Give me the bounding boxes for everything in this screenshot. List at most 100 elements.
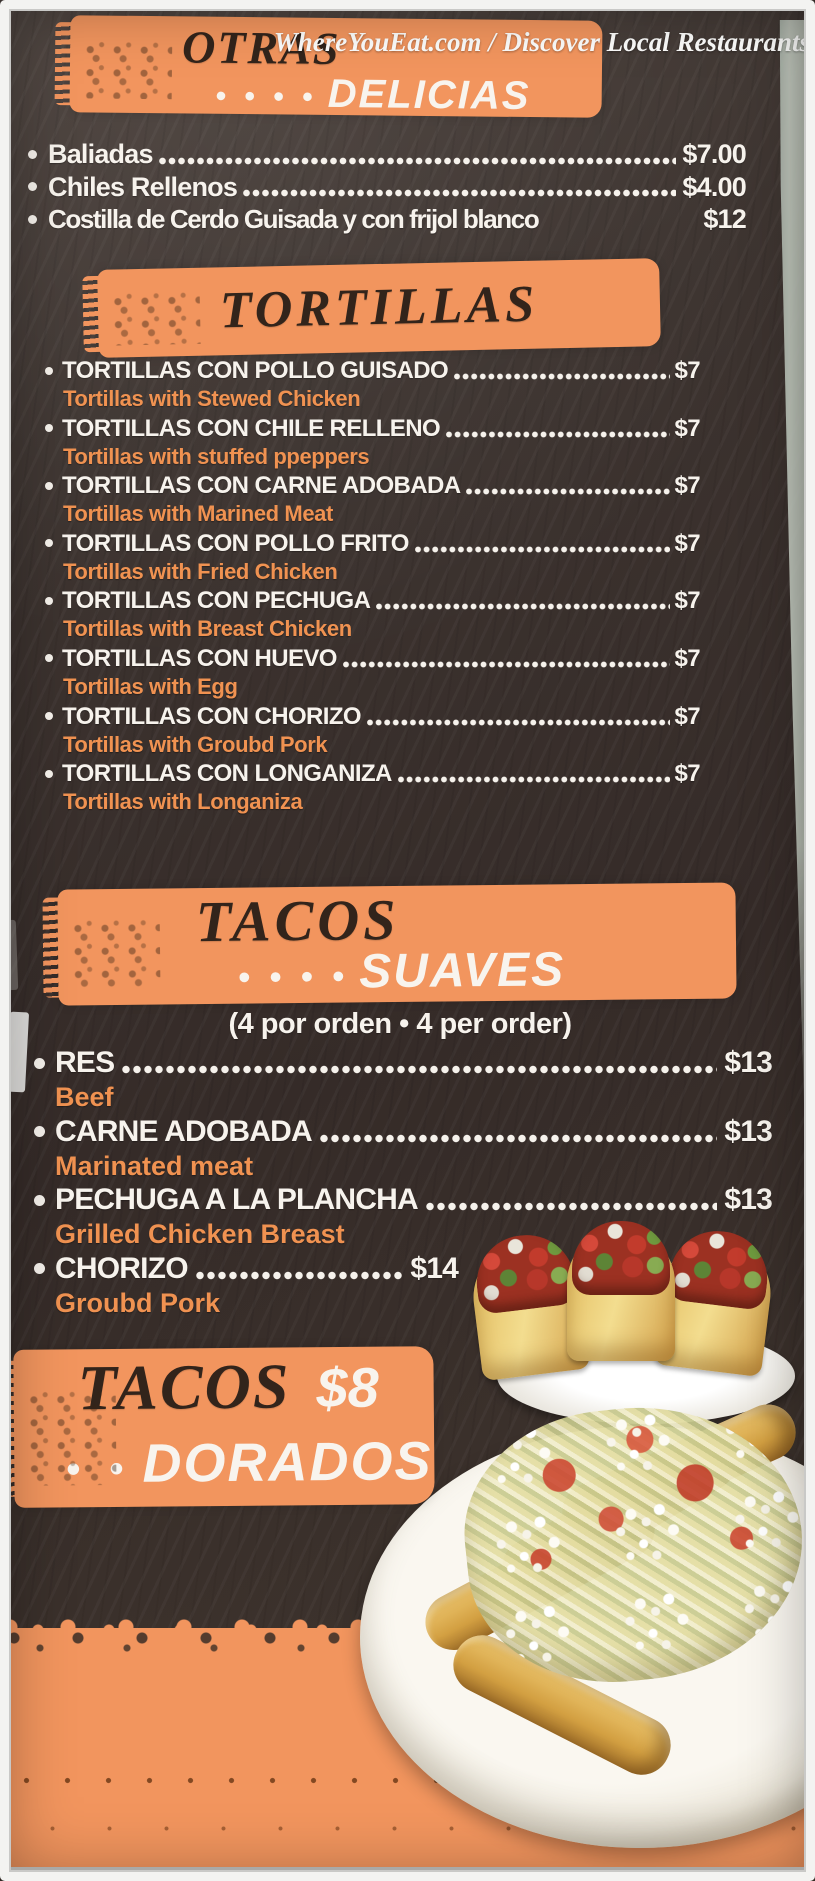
- bullet-icon: [28, 149, 37, 159]
- dots-decoration: • • • •: [215, 79, 318, 114]
- menu-item-translation: Marinated meat: [55, 1150, 254, 1181]
- menu-item-row: TORTILLAS CON CARNE ADOBADA $7 Tortillas…: [45, 471, 701, 529]
- dotted-leader: [158, 156, 677, 165]
- menu-item-price: $13: [724, 1114, 772, 1148]
- bullet-icon: [34, 1057, 45, 1069]
- scuff-mark: [5, 1011, 30, 1093]
- dotted-leader: [366, 718, 670, 726]
- section-subtitle-delicias-label: DELICIAS: [327, 71, 531, 119]
- menu-item-row: TORTILLAS CON HUEVO $7 Tortillas with Eg…: [45, 644, 701, 702]
- menu-item-price: $4.00: [682, 171, 746, 202]
- bullet-icon: [34, 1194, 45, 1206]
- dotted-leader: [397, 776, 670, 784]
- section-subtitle-suaves: • • • • SUAVES: [238, 942, 565, 1000]
- tortillas-item-list: TORTILLAS CON POLLO GUISADO $7 Tortillas…: [45, 356, 701, 817]
- bullet-icon: [45, 424, 53, 433]
- section-subtitle-dorados: • • DORADOS: [66, 1430, 433, 1495]
- menu-item-name: CHORIZO: [55, 1251, 189, 1285]
- dotted-leader: [446, 430, 670, 438]
- menu-item-price: $13: [724, 1183, 772, 1216]
- menu-item-price: $12: [703, 204, 746, 234]
- dotted-leader: [544, 222, 697, 230]
- menu-item-name: TORTILLAS CON CARNE ADOBADA: [62, 472, 461, 500]
- menu-item-row: Costilla de Cerdo Guisada y con frijol b…: [28, 203, 747, 236]
- menu-item-translation: Grilled Chicken Breast: [55, 1219, 345, 1249]
- bullet-icon: [28, 214, 37, 224]
- menu-item-main-line: TORTILLAS CON LONGANIZA $7: [45, 759, 701, 788]
- menu-item-translation: Groubd Pork: [55, 1287, 221, 1318]
- tacos-suaves-item-list: RES $13 Beef CARNE ADOBADA $13 Marinated…: [34, 1046, 773, 1321]
- menu-item-translation: Tortillas with stuffed ppeppers: [63, 443, 370, 469]
- menu-item-main-line: TORTILLAS CON HUEVO $7: [45, 644, 701, 673]
- menu-item-name: CARNE ADOBADA: [55, 1114, 313, 1148]
- bullet-icon: [45, 769, 53, 778]
- menu-item-translation: Tortillas with Breast Chicken: [63, 616, 352, 642]
- menu-item-row: TORTILLAS CON CHILE RELLENO $7 Tortillas…: [45, 414, 701, 472]
- menu-item-main-line: TORTILLAS CON POLLO FRITO $7: [45, 529, 701, 558]
- dotted-leader: [425, 1202, 718, 1211]
- menu-item-name: TORTILLAS CON CHORIZO: [62, 702, 362, 730]
- section-header-tacos-dorados: TACOS $8 • • DORADOS: [13, 1346, 435, 1508]
- section-subtitle-delicias: • • • • DELICIAS: [215, 71, 531, 119]
- menu-item-row: PECHUGA A LA PLANCHA $13 Grilled Chicken…: [34, 1183, 773, 1252]
- menu-item-row: Chiles Rellenos $4.00: [28, 171, 747, 204]
- tacos-dorados-price: $8: [316, 1355, 379, 1420]
- menu-item-name: Costilla de Cerdo Guisada y con frijol b…: [48, 204, 540, 234]
- menu-item-name: TORTILLAS CON POLLO GUISADO: [62, 357, 449, 384]
- otras-delicias-item-list: Baliadas $7.00 Chiles Rellenos $4.00 Cos…: [28, 138, 747, 236]
- dotted-leader: [243, 189, 677, 197]
- dotted-leader: [122, 1065, 718, 1074]
- menu-item-main-line: Baliadas $7.00: [28, 138, 747, 171]
- dots-decoration: • •: [66, 1446, 133, 1492]
- bullet-icon: [45, 481, 53, 490]
- menu-item-price: $7: [674, 760, 701, 788]
- section-title-tortillas: TORTILLAS: [219, 275, 539, 340]
- menu-item-translation: Tortillas with Groubd Pork: [63, 731, 328, 757]
- menu-item-row: TORTILLAS CON POLLO GUISADO $7 Tortillas…: [45, 356, 701, 414]
- tacos-dorados-photo: [348, 1391, 815, 1870]
- menu-item-row: TORTILLAS CON CHORIZO $7 Tortillas with …: [45, 702, 701, 760]
- dotted-leader: [454, 373, 670, 380]
- menu-item-price: $7: [674, 644, 701, 672]
- menu-item-price: $7: [674, 472, 701, 500]
- menu-item-price: $7: [674, 529, 701, 557]
- menu-item-price: $13: [724, 1046, 772, 1079]
- menu-item-main-line: CHORIZO $14: [34, 1251, 459, 1286]
- menu-item-translation: Tortillas with Marined Meat: [63, 501, 333, 527]
- menu-item-translation: Beef: [55, 1082, 114, 1112]
- bullet-icon: [45, 596, 53, 605]
- section-subtitle-dorados-label: DORADOS: [142, 1431, 433, 1494]
- section-subtitle-suaves-label: SUAVES: [358, 943, 566, 999]
- menu-item-row: RES $13 Beef: [34, 1046, 773, 1115]
- menu-item-row: TORTILLAS CON LONGANIZA $7 Tortillas wit…: [45, 759, 701, 817]
- dotted-leader: [342, 660, 670, 668]
- menu-item-main-line: Chiles Rellenos $4.00: [28, 171, 747, 204]
- menu-item-name: PECHUGA A LA PLANCHA: [55, 1183, 419, 1216]
- bullet-icon: [45, 539, 53, 548]
- menu-item-row: CARNE ADOBADA $13 Marinated meat: [34, 1114, 773, 1184]
- menu-item-row: TORTILLAS CON POLLO FRITO $7 Tortillas w…: [45, 529, 701, 587]
- menu-item-translation: Tortillas with Egg: [63, 673, 238, 699]
- menu-item-main-line: CARNE ADOBADA $13: [34, 1114, 773, 1149]
- bullet-icon: [34, 1126, 45, 1137]
- menu-item-main-line: TORTILLAS CON CHILE RELLENO $7: [45, 414, 701, 443]
- dotted-leader: [466, 488, 670, 496]
- dotted-leader: [414, 545, 670, 553]
- menu-item-row: CHORIZO $14 Groubd Pork: [34, 1252, 772, 1321]
- bullet-icon: [28, 182, 37, 192]
- menu-item-name: TORTILLAS CON POLLO FRITO: [62, 529, 409, 557]
- section-header-tortillas: TORTILLAS: [97, 258, 661, 358]
- dotted-leader: [376, 603, 670, 611]
- menu-item-main-line: TORTILLAS CON POLLO GUISADO $7: [45, 356, 701, 385]
- menu-item-price: $7: [674, 357, 701, 384]
- menu-item-row: TORTILLAS CON PECHUGA $7 Tortillas with …: [45, 586, 701, 644]
- scuff-mark: [4, 919, 19, 991]
- bullet-icon: [45, 712, 53, 721]
- menu-item-name: TORTILLAS CON PECHUGA: [62, 587, 371, 615]
- section-title-tacos-dorados: TACOS $8: [77, 1349, 379, 1426]
- menu-item-row: Baliadas $7.00: [28, 138, 747, 171]
- soft-tacos-photo: [445, 1221, 810, 1427]
- menu-item-main-line: TORTILLAS CON CHORIZO $7: [45, 702, 701, 731]
- menu-item-price: $7.00: [682, 139, 746, 169]
- bullet-icon: [34, 1263, 45, 1274]
